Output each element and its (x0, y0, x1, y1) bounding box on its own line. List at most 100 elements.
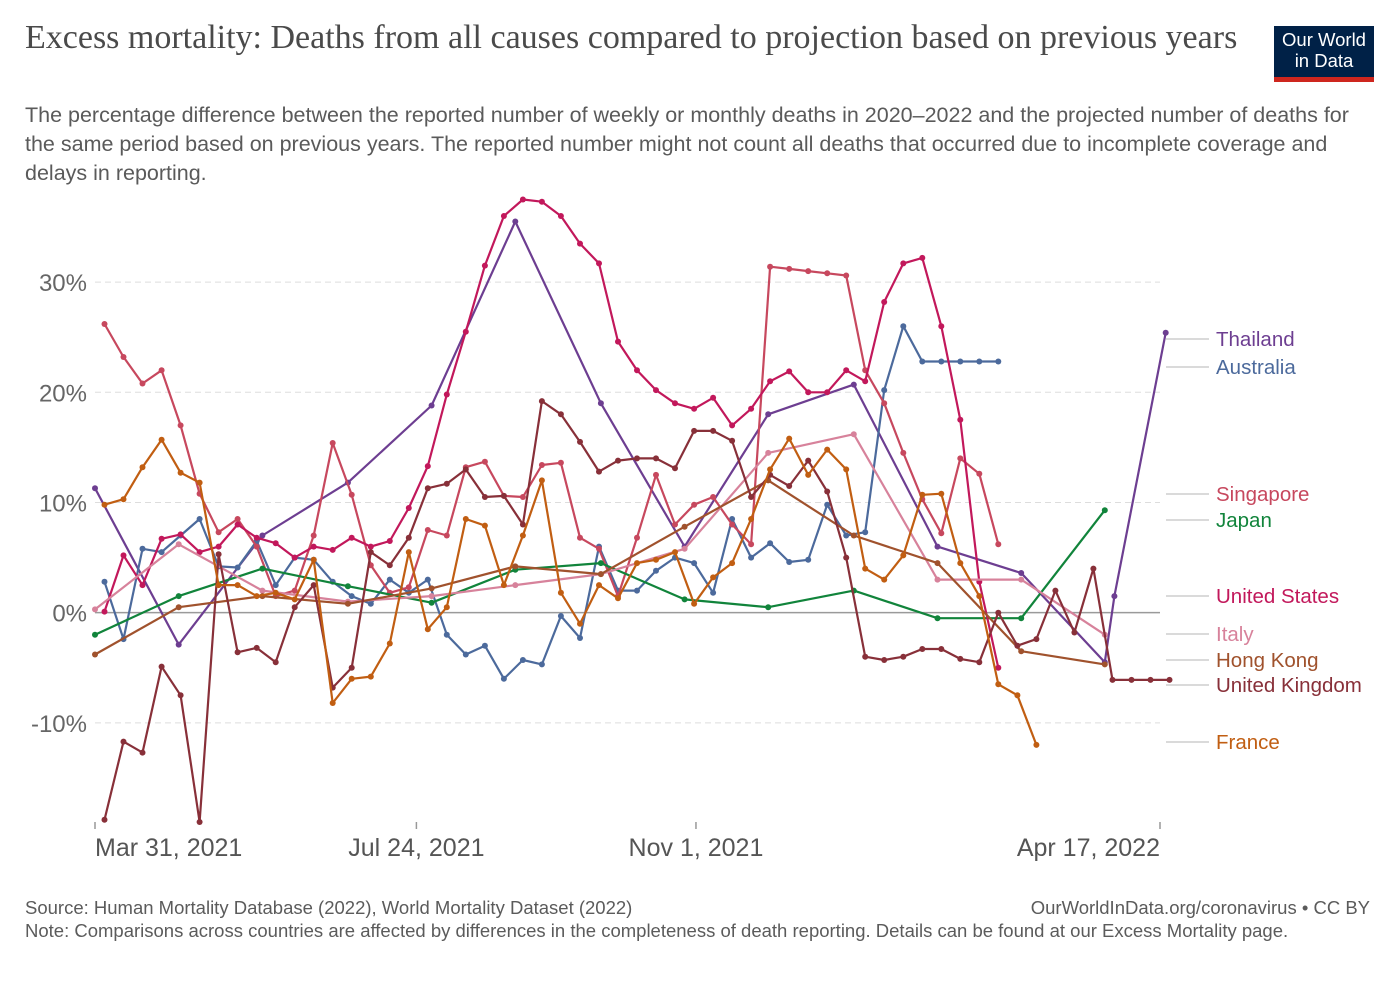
point-singapore (824, 270, 831, 277)
point-united-kingdom (443, 480, 450, 487)
point-singapore (805, 268, 812, 275)
point-australia (348, 593, 355, 600)
point-australia (710, 589, 717, 596)
point-singapore (253, 543, 260, 550)
point-france (557, 589, 564, 596)
point-united-kingdom (462, 466, 469, 473)
point-australia (653, 567, 659, 574)
point-australia (843, 532, 850, 539)
point-singapore (672, 521, 678, 528)
point-australia (538, 661, 545, 668)
series-hong-kong (92, 477, 1108, 668)
point-france (120, 496, 127, 503)
point-australia (367, 600, 374, 607)
point-united-states (291, 554, 298, 561)
legend-label-thailand: Thailand (1216, 328, 1295, 351)
point-france (615, 595, 621, 602)
point-singapore (139, 380, 146, 387)
point-hong-kong (934, 560, 941, 567)
source-note: Source: Human Mortality Database (2022),… (25, 897, 633, 918)
point-japan (428, 599, 435, 606)
point-united-states (691, 405, 698, 412)
series-australia (101, 323, 1002, 682)
x-tick-label: Apr 17, 2022 (1017, 834, 1160, 862)
point-france (196, 479, 203, 486)
legend-label-singapore: Singapore (1216, 483, 1309, 506)
point-australia (443, 631, 450, 638)
credit-link[interactable]: OurWorldInData.org/coronavirus • CC BY (1030, 897, 1370, 918)
point-united-states (367, 543, 374, 550)
point-united-states (405, 505, 412, 511)
point-france (710, 574, 717, 581)
point-thailand (428, 402, 435, 409)
x-tick-label: Nov 1, 2021 (629, 834, 764, 862)
point-italy (934, 576, 941, 583)
point-united-states (672, 400, 678, 407)
owid-logo[interactable]: Our World in Data (1274, 26, 1374, 82)
point-united-states (557, 213, 564, 219)
point-singapore (957, 455, 964, 462)
point-united-kingdom (253, 644, 260, 651)
point-united-states (101, 608, 108, 615)
x-tick-label: Jul 24, 2021 (348, 834, 484, 862)
series-france (101, 435, 1040, 748)
point-australia (424, 576, 431, 583)
point-united-states (729, 422, 736, 429)
point-united-kingdom (310, 582, 317, 589)
point-united-kingdom (710, 427, 717, 434)
point-japan (934, 615, 941, 622)
point-singapore (519, 494, 526, 500)
y-tick-label: 10% (39, 490, 87, 517)
point-australia (919, 358, 926, 365)
point-france (672, 549, 678, 556)
point-united-states (843, 367, 850, 374)
point-france (1033, 741, 1040, 748)
point-australia (748, 554, 755, 561)
point-united-kingdom (691, 427, 698, 434)
point-united-states (500, 213, 507, 219)
point-united-states (710, 394, 717, 401)
legend-label-hong-kong: Hong Kong (1216, 649, 1319, 672)
point-singapore (424, 527, 431, 533)
point-france (310, 556, 317, 563)
point-united-kingdom (919, 646, 926, 652)
point-australia (481, 642, 488, 649)
point-italy (428, 593, 435, 600)
point-france (329, 700, 336, 706)
point-italy (765, 449, 772, 456)
point-japan (259, 565, 266, 572)
point-united-kingdom (215, 551, 222, 558)
point-australia (386, 576, 393, 583)
line-australia (103, 325, 999, 680)
point-thailand (512, 218, 519, 225)
point-united-kingdom (139, 749, 146, 756)
point-france (177, 469, 184, 476)
point-france (976, 593, 983, 600)
point-united-states (234, 521, 241, 528)
point-united-kingdom (424, 485, 431, 492)
point-thailand (92, 485, 98, 492)
point-united-states (538, 198, 545, 205)
point-singapore (900, 449, 907, 456)
legend-label-japan: Japan (1216, 509, 1272, 532)
point-australia (577, 635, 583, 641)
point-france (995, 681, 1002, 688)
point-united-kingdom (1033, 636, 1040, 643)
point-thailand (850, 381, 857, 388)
point-singapore (443, 532, 450, 539)
point-france (748, 516, 755, 522)
point-thailand (1018, 570, 1025, 576)
point-france (957, 560, 964, 567)
series-layer (92, 196, 1173, 825)
point-australia (101, 578, 108, 585)
chart-subtitle: The percentage difference between the re… (25, 103, 1349, 185)
legend-label-france: France (1216, 731, 1280, 754)
point-france (862, 565, 869, 572)
point-france (443, 604, 450, 611)
point-thailand (1111, 593, 1118, 600)
point-united-states (634, 367, 640, 374)
line-united-states (103, 198, 1000, 669)
series-singapore (101, 263, 1002, 600)
point-united-kingdom (672, 465, 678, 472)
